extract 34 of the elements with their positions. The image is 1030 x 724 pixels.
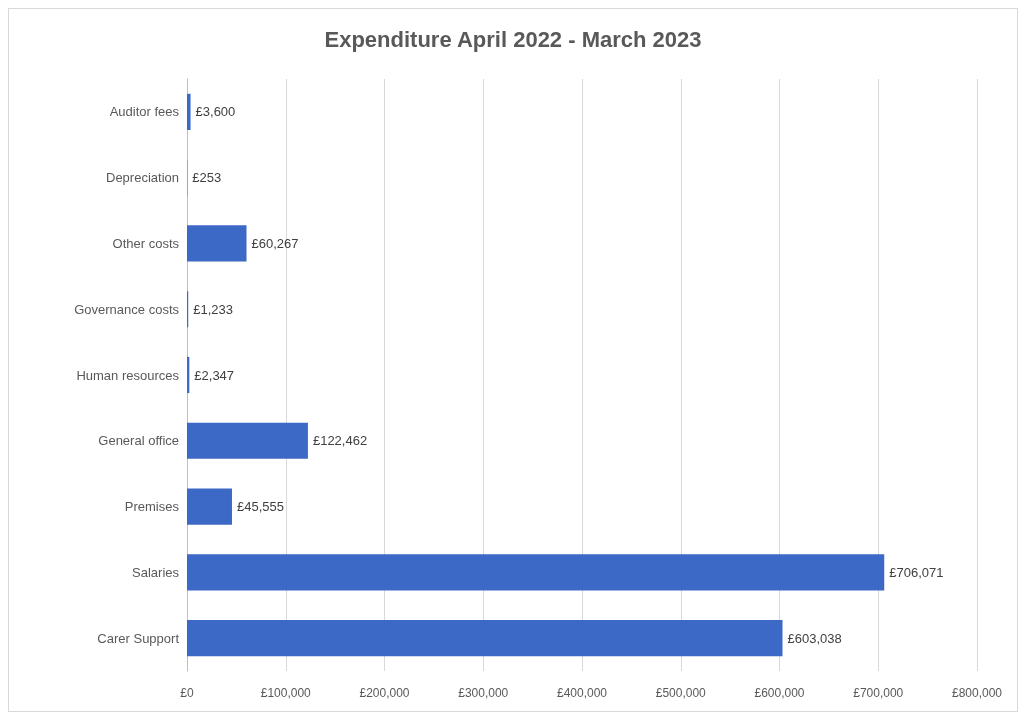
y-tick-label: Auditor fees — [109, 104, 180, 120]
bar — [187, 488, 232, 525]
y-tick-label: Human resources — [76, 367, 180, 383]
data-label: £253 — [192, 170, 222, 186]
bar — [187, 554, 885, 591]
y-tick-label: General office — [98, 433, 179, 449]
bar — [187, 225, 247, 262]
x-tick-label: £100,000 — [260, 686, 312, 700]
bar — [187, 620, 783, 657]
data-label: £603,038 — [787, 630, 842, 646]
y-tick-label: Depreciation — [106, 170, 179, 186]
y-tick-label: Governance costs — [74, 301, 180, 317]
x-tick-label: £300,000 — [458, 686, 509, 700]
x-tick-label: £800,000 — [951, 686, 1003, 700]
x-tick-label: £200,000 — [359, 686, 410, 700]
data-label: £122,462 — [312, 433, 368, 449]
x-tick-label: £700,000 — [853, 686, 904, 700]
data-label: £1,233 — [193, 301, 233, 317]
x-tick-label: £0 — [180, 686, 194, 700]
x-tick-label: £500,000 — [655, 686, 707, 700]
bar — [187, 422, 308, 459]
y-tick-label: Salaries — [132, 564, 180, 580]
data-label: £60,267 — [251, 235, 299, 251]
bar — [187, 93, 191, 130]
y-tick-label: Other costs — [112, 235, 180, 251]
x-tick-label: £400,000 — [556, 686, 608, 700]
y-tick-label: Carer Support — [97, 630, 180, 646]
x-tick-label: £600,000 — [754, 686, 805, 700]
data-label: £3,600 — [195, 104, 236, 120]
data-label: £45,555 — [236, 499, 284, 515]
data-label: £706,071 — [889, 564, 944, 580]
y-tick-label: Premises — [124, 499, 180, 515]
data-label: £2,347 — [194, 367, 235, 383]
chart-title: Expenditure April 2022 - March 2023 — [324, 26, 702, 52]
